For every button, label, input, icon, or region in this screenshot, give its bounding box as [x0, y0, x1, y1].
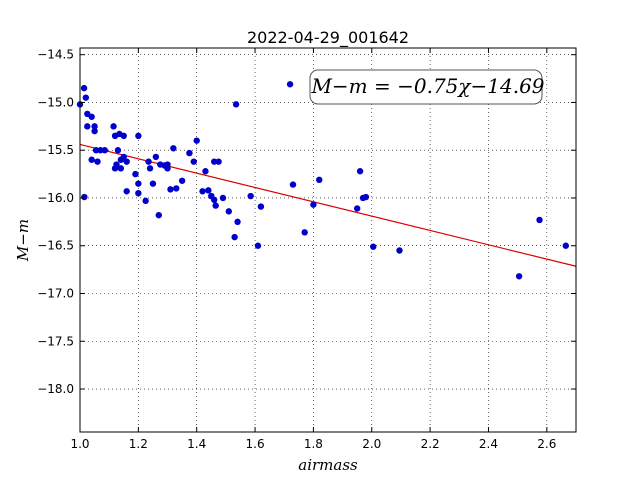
data-point [190, 158, 197, 165]
data-point [97, 147, 104, 154]
data-point [145, 158, 152, 165]
data-point [120, 153, 127, 161]
x-tick-label: 1.6 [246, 437, 265, 451]
data-point [212, 202, 219, 209]
y-tick-label: −17.5 [37, 334, 74, 348]
data-point [82, 94, 90, 101]
data-point [219, 194, 227, 202]
x-axis-label: airmass [298, 456, 358, 474]
x-tick-labels: 1.0 1.2 1.4 1.6 1.8 2.0 2.2 2.4 2.6 [70, 437, 556, 451]
data-point [94, 158, 101, 165]
data-point [155, 211, 162, 219]
x-tick-label: 1.4 [187, 437, 206, 451]
data-point [186, 149, 193, 157]
data-point [132, 170, 139, 178]
y-tick-label: −18.0 [37, 382, 74, 396]
annotation-box [309, 69, 543, 105]
data-point [286, 81, 294, 88]
data-point [370, 243, 377, 250]
data-point [91, 123, 98, 130]
data-point [84, 123, 91, 130]
grid [79, 48, 576, 432]
data-point [164, 165, 171, 172]
data-point [114, 147, 122, 154]
data-point [211, 158, 218, 165]
data-point [247, 192, 254, 200]
data-point [123, 158, 130, 165]
data-point [146, 165, 154, 172]
data-point [117, 165, 125, 172]
y-tick-label: −16.0 [37, 191, 74, 205]
data-point [101, 147, 109, 154]
x-tick-label: 2.0 [362, 437, 381, 451]
chart-title: 2022-04-29_001642 [247, 28, 409, 48]
data-point [110, 123, 117, 130]
y-tick-label: −15.0 [37, 95, 74, 109]
data-point [80, 84, 88, 92]
data-point [123, 188, 130, 195]
data-point [562, 242, 569, 249]
data-point [111, 165, 119, 172]
data-point [142, 197, 149, 205]
data-point [88, 156, 95, 163]
data-point [536, 216, 543, 224]
fit-annotation: M−m = −0.75χ−14.69 [309, 69, 545, 105]
data-point [135, 180, 142, 187]
data-point [225, 208, 232, 215]
data-point [149, 180, 157, 187]
x-tick-label: 1.2 [129, 437, 148, 451]
axis-ticks [79, 48, 576, 432]
x-tick-label: 2.2 [421, 437, 440, 451]
x-tick-label: 1.0 [70, 437, 89, 451]
data-point [211, 196, 218, 204]
y-tick-labels: −14.5 −15.0 −15.5 −16.0 −16.5 −17.0 −17.5 −18.0 [37, 48, 74, 396]
data-point [199, 188, 206, 195]
data-point [254, 242, 262, 249]
y-tick-label: −16.5 [37, 239, 74, 253]
data-point [257, 203, 265, 210]
data-point [231, 233, 238, 241]
x-tick-label: 2.4 [479, 437, 498, 451]
data-point [289, 181, 297, 188]
data-point [316, 176, 323, 184]
data-points [76, 81, 569, 280]
data-point [215, 158, 222, 165]
data-point [88, 113, 95, 120]
data-point [152, 153, 160, 161]
data-point [205, 187, 212, 194]
data-point [173, 185, 180, 192]
data-point [353, 205, 361, 212]
y-tick-label: −14.5 [37, 48, 74, 62]
data-point [232, 101, 240, 108]
data-point [92, 147, 100, 154]
data-point [135, 132, 142, 140]
plot-frame [79, 47, 577, 433]
fit-line [79, 143, 577, 267]
data-point [170, 145, 177, 152]
data-point [310, 201, 317, 208]
data-point [515, 273, 523, 280]
data-point [202, 168, 209, 175]
data-point [178, 177, 186, 184]
data-point [91, 127, 98, 135]
y-tick-label: −17.0 [37, 286, 74, 300]
x-tick-label: 2.6 [537, 437, 556, 451]
annotation-text: M−m = −0.75χ−14.69 [310, 74, 544, 98]
data-point [120, 132, 127, 140]
data-point [362, 193, 370, 201]
data-point [135, 189, 142, 197]
data-point [81, 193, 88, 201]
data-point [234, 218, 241, 226]
data-point [167, 186, 174, 193]
y-axis-label: M−m [14, 219, 32, 262]
fit-line-layer [79, 143, 577, 267]
data-point [396, 247, 403, 254]
x-tick-label: 1.8 [304, 437, 323, 451]
y-tick-label: −15.5 [37, 143, 74, 157]
data-point [301, 229, 308, 236]
data-point [193, 137, 200, 144]
data-point [356, 168, 364, 175]
